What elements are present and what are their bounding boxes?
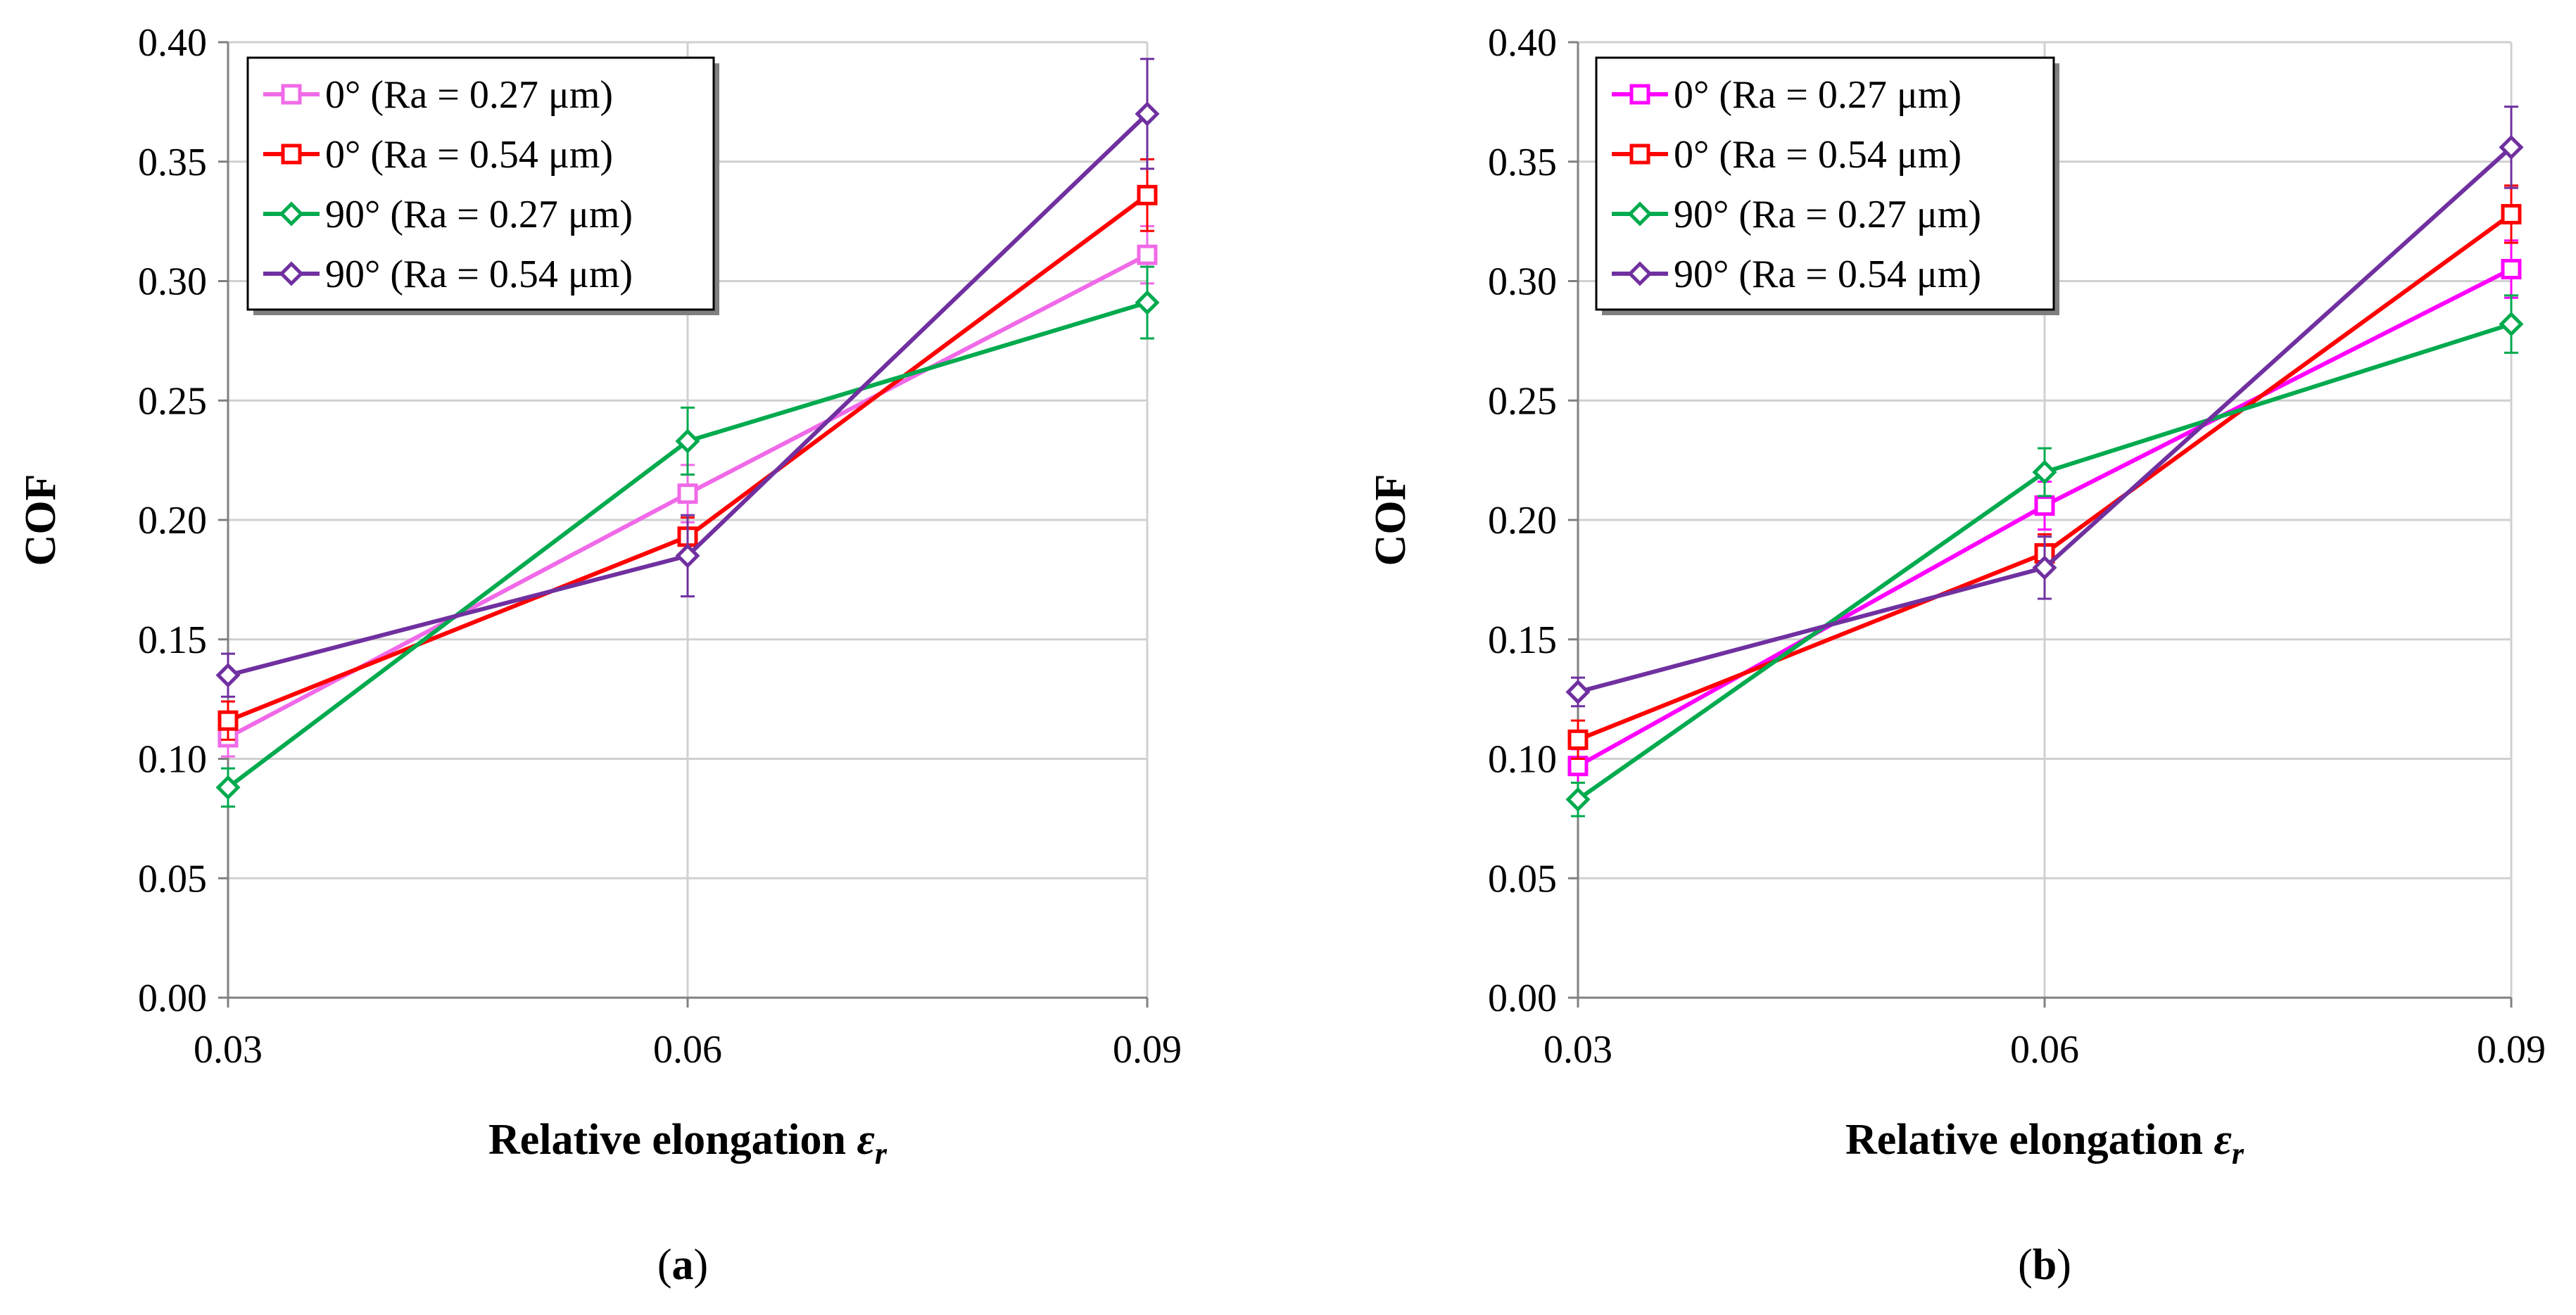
legend-swatch-marker [281, 84, 302, 105]
x-axis-title-subscript: r [875, 1136, 888, 1171]
panel-label-close: ) [2057, 1241, 2071, 1289]
x-tick-label: 0.09 [2477, 1028, 2546, 1072]
data-point [215, 663, 241, 688]
x-tick-label: 0.09 [1113, 1028, 1182, 1072]
x-tick-label: 0.06 [2010, 1028, 2079, 1072]
legend-swatch-marker [1627, 261, 1653, 286]
data-point [675, 543, 700, 568]
data-point [677, 483, 698, 504]
x-axis-title-text: Relative elongation [1845, 1116, 2214, 1164]
chart-panel-b: 0.00 0.05 0.10 0.15 0.20 0.25 0.30 0.35 0.40 0.03… [1367, 21, 2546, 1289]
legend-swatch-marker [279, 201, 304, 227]
y-tick-label: 0.35 [1488, 141, 1557, 184]
data-point [2501, 259, 2522, 280]
panel-label-open: ( [2018, 1241, 2033, 1289]
y-tick-label: 0.20 [1488, 499, 1557, 542]
y-tick-label: 0.20 [138, 499, 207, 542]
data-point [1567, 729, 1589, 750]
y-tick-label: 0.30 [138, 260, 207, 304]
legend-label: 0° (Ra = 0.27 μm) [325, 73, 613, 117]
data-point [675, 428, 700, 454]
legend-swatch-marker [1629, 84, 1650, 105]
panel-label-close: ) [694, 1241, 709, 1289]
data-point [215, 775, 241, 800]
data-point [2499, 312, 2524, 337]
legend-label: 90° (Ra = 0.27 μm) [325, 193, 633, 236]
y-tick-label: 0.10 [138, 738, 207, 782]
legend: 0° (Ra = 0.27 μm) 0° (Ra = 0.54 μm) 90° (R… [1595, 56, 2059, 315]
legend-swatch-marker [1629, 144, 1650, 165]
data-point [1137, 244, 1158, 265]
x-tick-label: 0.03 [194, 1028, 263, 1072]
panel-label-open: ( [657, 1241, 672, 1289]
y-tick-label: 0.05 [1488, 857, 1557, 901]
series-2 [1565, 294, 2524, 818]
panel-label-letter: b [2033, 1241, 2057, 1289]
panel-label-letter: a [672, 1241, 694, 1289]
data-point [2499, 134, 2524, 160]
data-point [2501, 203, 2522, 224]
x-axis-title-symbol: ε [857, 1116, 874, 1164]
legend-swatch-marker [1627, 201, 1653, 227]
legend-swatch-marker [281, 144, 302, 165]
data-point [1567, 756, 1589, 777]
data-point [217, 710, 239, 731]
legend: 0° (Ra = 0.27 μm) 0° (Ra = 0.54 μm) 90° (R… [246, 56, 719, 315]
y-tick-label: 0.00 [138, 977, 207, 1020]
legend-box [246, 56, 715, 311]
data-point [1135, 101, 1160, 127]
y-axis-title: COF [17, 474, 65, 566]
data-point [1565, 679, 1591, 704]
y-tick-label: 0.25 [138, 379, 207, 423]
chart-panel-a: 0.00 0.05 0.10 0.15 0.20 0.25 0.30 0.35 0.40 0.03… [17, 21, 1182, 1289]
y-tick-label: 0.40 [1488, 21, 1557, 65]
y-tick-label: 0.30 [1488, 260, 1557, 304]
data-point [1137, 184, 1158, 205]
x-axis-title: Relative elongation εr [1845, 1116, 2244, 1171]
legend-label: 90° (Ra = 0.27 μm) [1674, 193, 1981, 236]
legend-swatch-marker [279, 261, 304, 286]
x-axis-title-symbol: ε [2214, 1116, 2231, 1164]
legend-label: 0° (Ra = 0.54 μm) [1674, 133, 1962, 177]
data-point [2032, 555, 2057, 580]
legend-label: 90° (Ra = 0.54 μm) [1674, 253, 1981, 296]
y-tick-label: 0.00 [1488, 977, 1557, 1020]
panel-label: (b) [2018, 1241, 2071, 1289]
panel-label: (a) [657, 1241, 708, 1289]
series-2 [215, 265, 1160, 808]
data-point [2032, 459, 2057, 485]
x-axis-title-text: Relative elongation [488, 1116, 857, 1164]
y-tick-label: 0.15 [138, 618, 207, 662]
y-tick-label: 0.15 [1488, 618, 1557, 662]
legend-label: 0° (Ra = 0.27 μm) [1674, 73, 1962, 117]
y-tick-label: 0.35 [138, 141, 207, 184]
series-3 [1565, 106, 2524, 708]
y-axis-title: COF [1367, 474, 1415, 566]
data-point [1565, 787, 1591, 812]
data-point [1135, 290, 1160, 315]
y-tick-label: 0.25 [1488, 379, 1557, 423]
legend-label: 90° (Ra = 0.54 μm) [325, 253, 633, 296]
y-tick-label: 0.05 [138, 857, 207, 901]
series-3 [215, 58, 1160, 698]
x-axis-title: Relative elongation εr [488, 1116, 888, 1171]
x-tick-label: 0.03 [1543, 1028, 1612, 1072]
data-point [2034, 495, 2055, 516]
y-tick-label: 0.40 [138, 21, 207, 65]
x-axis-title-subscript: r [2232, 1136, 2244, 1171]
legend-label: 0° (Ra = 0.54 μm) [325, 133, 613, 177]
legend-box [1595, 56, 2055, 311]
y-tick-label: 0.10 [1488, 738, 1557, 782]
x-tick-label: 0.06 [653, 1028, 722, 1072]
